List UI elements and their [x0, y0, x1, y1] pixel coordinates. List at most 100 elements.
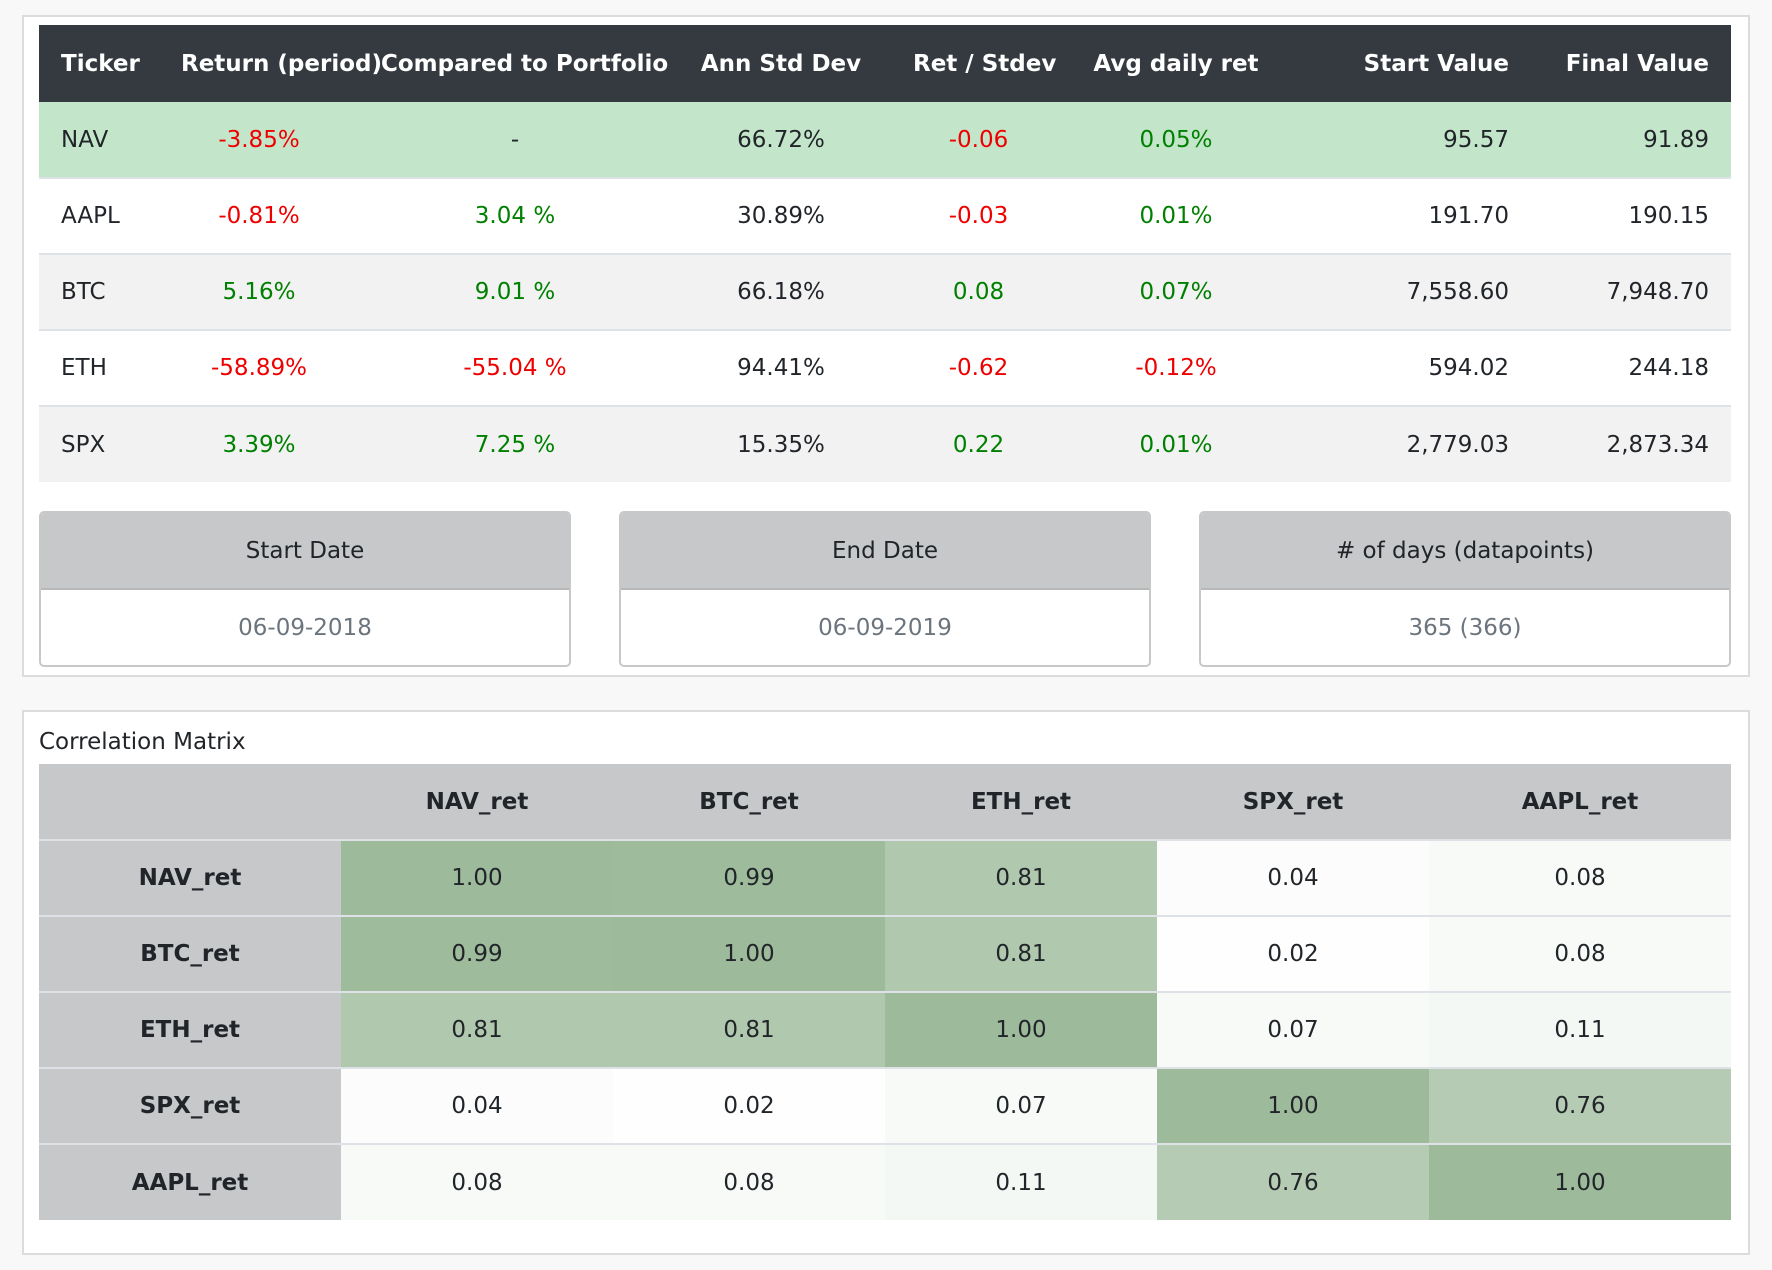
corr-cell: 0.99	[613, 839, 885, 916]
corr-cell: 1.00	[885, 991, 1157, 1068]
corr-cell: 0.81	[885, 839, 1157, 916]
corr-cell: 0.99	[341, 915, 613, 992]
corr-cell: 0.81	[885, 915, 1157, 992]
col-header-final-value[interactable]: Final Value	[1531, 25, 1731, 102]
corr-cell: 0.07	[885, 1067, 1157, 1144]
table-row: AAPL -0.81% 3.04 % 30.89% -0.03 0.01% 19…	[39, 177, 1731, 254]
table-row: SPX_ret 0.04 0.02 0.07 1.00 0.76	[39, 1067, 1731, 1144]
start-date-value: 06-09-2018	[238, 614, 372, 641]
ticker-cell: AAPL	[39, 177, 159, 254]
corr-cell: 0.81	[613, 991, 885, 1068]
ticker-cell: NAV	[39, 102, 159, 178]
ticker-cell: SPX	[39, 405, 159, 482]
corr-cell: 0.02	[613, 1067, 885, 1144]
corner-cell	[39, 764, 341, 840]
row-header: BTC_ret	[39, 915, 341, 992]
col-header-start-value[interactable]: Start Value	[1286, 25, 1531, 102]
return-cell: 3.39%	[159, 405, 359, 482]
avg-daily-ret-cell: 0.05%	[1066, 102, 1286, 178]
ret-stdev-cell: -0.03	[891, 177, 1066, 254]
col-header-spx-ret: SPX_ret	[1157, 764, 1429, 840]
corr-cell: 0.02	[1157, 915, 1429, 992]
corr-cell: 0.08	[1429, 839, 1731, 916]
ticker-cell: BTC	[39, 253, 159, 330]
compared-cell: 7.25 %	[359, 405, 671, 482]
start-value-cell: 594.02	[1286, 329, 1531, 406]
avg-daily-ret-cell: 0.01%	[1066, 405, 1286, 482]
table-row: BTC 5.16% 9.01 % 66.18% 0.08 0.07% 7,558…	[39, 253, 1731, 330]
table-row: NAV -3.85% - 66.72% -0.06 0.05% 95.57 91…	[39, 102, 1731, 178]
col-header-nav-ret: NAV_ret	[341, 764, 613, 840]
corr-cell: 1.00	[1429, 1143, 1731, 1220]
compared-cell: -55.04 %	[359, 329, 671, 406]
ret-stdev-cell: 0.22	[891, 405, 1066, 482]
col-header-ann-std-dev[interactable]: Ann Std Dev	[671, 25, 891, 102]
table-row: NAV_ret 1.00 0.99 0.81 0.04 0.08	[39, 839, 1731, 916]
corr-cell: 0.08	[1429, 915, 1731, 992]
std-dev-cell: 94.41%	[671, 329, 891, 406]
corr-cell: 0.07	[1157, 991, 1429, 1068]
col-header-ret-stdev[interactable]: Ret / Stdev	[891, 25, 1066, 102]
table-row: ETH_ret 0.81 0.81 1.00 0.07 0.11	[39, 991, 1731, 1068]
col-header-aapl-ret: AAPL_ret	[1429, 764, 1731, 840]
corr-cell: 0.81	[341, 991, 613, 1068]
days-count-value: 365 (366)	[1408, 614, 1522, 641]
std-dev-cell: 66.18%	[671, 253, 891, 330]
stats-header-row: Ticker Return (period) Compared to Portf…	[39, 25, 1731, 102]
col-header-avg-daily-ret[interactable]: Avg daily ret	[1066, 25, 1286, 102]
return-cell: -0.81%	[159, 177, 359, 254]
col-header-eth-ret: ETH_ret	[885, 764, 1157, 840]
col-header-ticker[interactable]: Ticker	[39, 25, 159, 102]
col-header-return[interactable]: Return (period)	[159, 25, 382, 102]
return-cell: -3.85%	[159, 102, 359, 178]
end-date-header: End Date	[621, 513, 1149, 590]
corr-cell: 1.00	[1157, 1067, 1429, 1144]
final-value-cell: 91.89	[1531, 102, 1731, 178]
table-row: BTC_ret 0.99 1.00 0.81 0.02 0.08	[39, 915, 1731, 992]
row-header: ETH_ret	[39, 991, 341, 1068]
correlation-title: Correlation Matrix	[39, 729, 246, 755]
start-value-cell: 7,558.60	[1286, 253, 1531, 330]
start-date-header: Start Date	[41, 513, 569, 590]
corr-cell: 0.11	[1429, 991, 1731, 1068]
final-value-cell: 7,948.70	[1531, 253, 1731, 330]
ticker-cell: ETH	[39, 329, 159, 406]
row-header: SPX_ret	[39, 1067, 341, 1144]
corr-cell: 0.11	[885, 1143, 1157, 1220]
std-dev-cell: 15.35%	[671, 405, 891, 482]
corr-cell: 0.08	[613, 1143, 885, 1220]
corr-cell: 1.00	[341, 839, 613, 916]
avg-daily-ret-cell: 0.07%	[1066, 253, 1286, 330]
table-row: SPX 3.39% 7.25 % 15.35% 0.22 0.01% 2,779…	[39, 405, 1731, 482]
compared-cell: 9.01 %	[359, 253, 671, 330]
return-cell: 5.16%	[159, 253, 359, 330]
end-date-box: End Date 06-09-2019	[619, 511, 1151, 667]
summary-card: Ticker Return (period) Compared to Portf…	[22, 15, 1750, 677]
correlation-header-row: NAV_ret BTC_ret ETH_ret SPX_ret AAPL_ret	[39, 764, 1731, 840]
compared-cell: 3.04 %	[359, 177, 671, 254]
ret-stdev-cell: 0.08	[891, 253, 1066, 330]
corr-cell: 0.04	[341, 1067, 613, 1144]
start-date-box: Start Date 06-09-2018	[39, 511, 571, 667]
final-value-cell: 2,873.34	[1531, 405, 1731, 482]
col-header-compared[interactable]: Compared to Portfolio	[359, 25, 671, 102]
avg-daily-ret-cell: 0.01%	[1066, 177, 1286, 254]
correlation-matrix: NAV_ret BTC_ret ETH_ret SPX_ret AAPL_ret…	[39, 764, 1731, 1220]
row-header: AAPL_ret	[39, 1143, 341, 1220]
std-dev-cell: 30.89%	[671, 177, 891, 254]
ret-stdev-cell: -0.06	[891, 102, 1066, 178]
corr-cell: 0.08	[341, 1143, 613, 1220]
avg-daily-ret-cell: -0.12%	[1066, 329, 1286, 406]
col-header-btc-ret: BTC_ret	[613, 764, 885, 840]
corr-cell: 0.76	[1429, 1067, 1731, 1144]
start-value-cell: 191.70	[1286, 177, 1531, 254]
row-header: NAV_ret	[39, 839, 341, 916]
std-dev-cell: 66.72%	[671, 102, 891, 178]
compared-cell: -	[359, 102, 671, 178]
end-date-value: 06-09-2019	[818, 614, 952, 641]
start-value-cell: 95.57	[1286, 102, 1531, 178]
corr-cell: 1.00	[613, 915, 885, 992]
stats-table: Ticker Return (period) Compared to Portf…	[39, 25, 1731, 482]
final-value-cell: 190.15	[1531, 177, 1731, 254]
table-row: ETH -58.89% -55.04 % 94.41% -0.62 -0.12%…	[39, 329, 1731, 406]
